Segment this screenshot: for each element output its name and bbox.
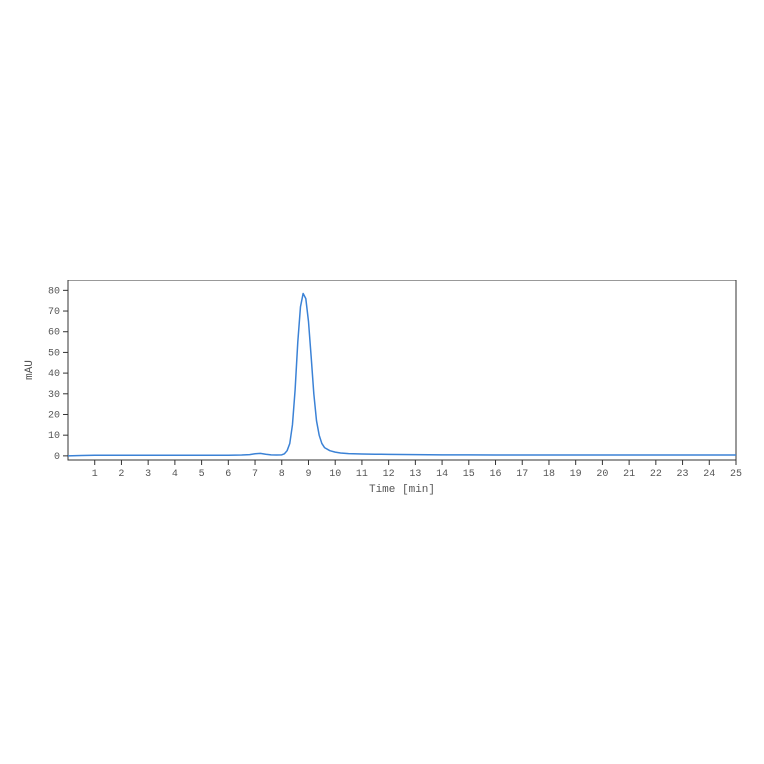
svg-text:16: 16: [490, 469, 502, 480]
svg-text:14: 14: [436, 469, 448, 480]
svg-text:4: 4: [172, 469, 178, 480]
svg-text:12: 12: [383, 469, 395, 480]
svg-text:30: 30: [48, 390, 60, 401]
svg-text:19: 19: [570, 469, 582, 480]
svg-text:0: 0: [54, 452, 60, 463]
svg-text:8: 8: [279, 469, 285, 480]
svg-text:2: 2: [118, 469, 124, 480]
chromatogram-chart: 1234567891011121314151617181920212223242…: [20, 280, 744, 500]
svg-text:21: 21: [623, 469, 635, 480]
y-axis-label: mAU: [24, 360, 36, 380]
svg-text:23: 23: [677, 469, 689, 480]
svg-text:80: 80: [48, 286, 60, 297]
svg-text:24: 24: [703, 469, 715, 480]
svg-text:11: 11: [356, 469, 368, 480]
svg-text:70: 70: [48, 307, 60, 318]
svg-text:25: 25: [730, 469, 742, 480]
svg-text:7: 7: [252, 469, 258, 480]
svg-text:20: 20: [48, 410, 60, 421]
svg-text:3: 3: [145, 469, 151, 480]
svg-text:17: 17: [516, 469, 528, 480]
x-axis-label: Time [min]: [369, 484, 435, 496]
svg-text:13: 13: [409, 469, 421, 480]
svg-text:10: 10: [48, 431, 60, 442]
svg-text:6: 6: [225, 469, 231, 480]
svg-text:5: 5: [199, 469, 205, 480]
svg-text:40: 40: [48, 369, 60, 380]
svg-text:50: 50: [48, 348, 60, 359]
svg-text:20: 20: [596, 469, 608, 480]
chart-svg: 1234567891011121314151617181920212223242…: [20, 280, 744, 500]
svg-text:1: 1: [92, 469, 98, 480]
svg-text:9: 9: [305, 469, 311, 480]
svg-text:22: 22: [650, 469, 662, 480]
svg-text:10: 10: [329, 469, 341, 480]
svg-text:15: 15: [463, 469, 475, 480]
svg-text:18: 18: [543, 469, 555, 480]
svg-text:60: 60: [48, 328, 60, 339]
